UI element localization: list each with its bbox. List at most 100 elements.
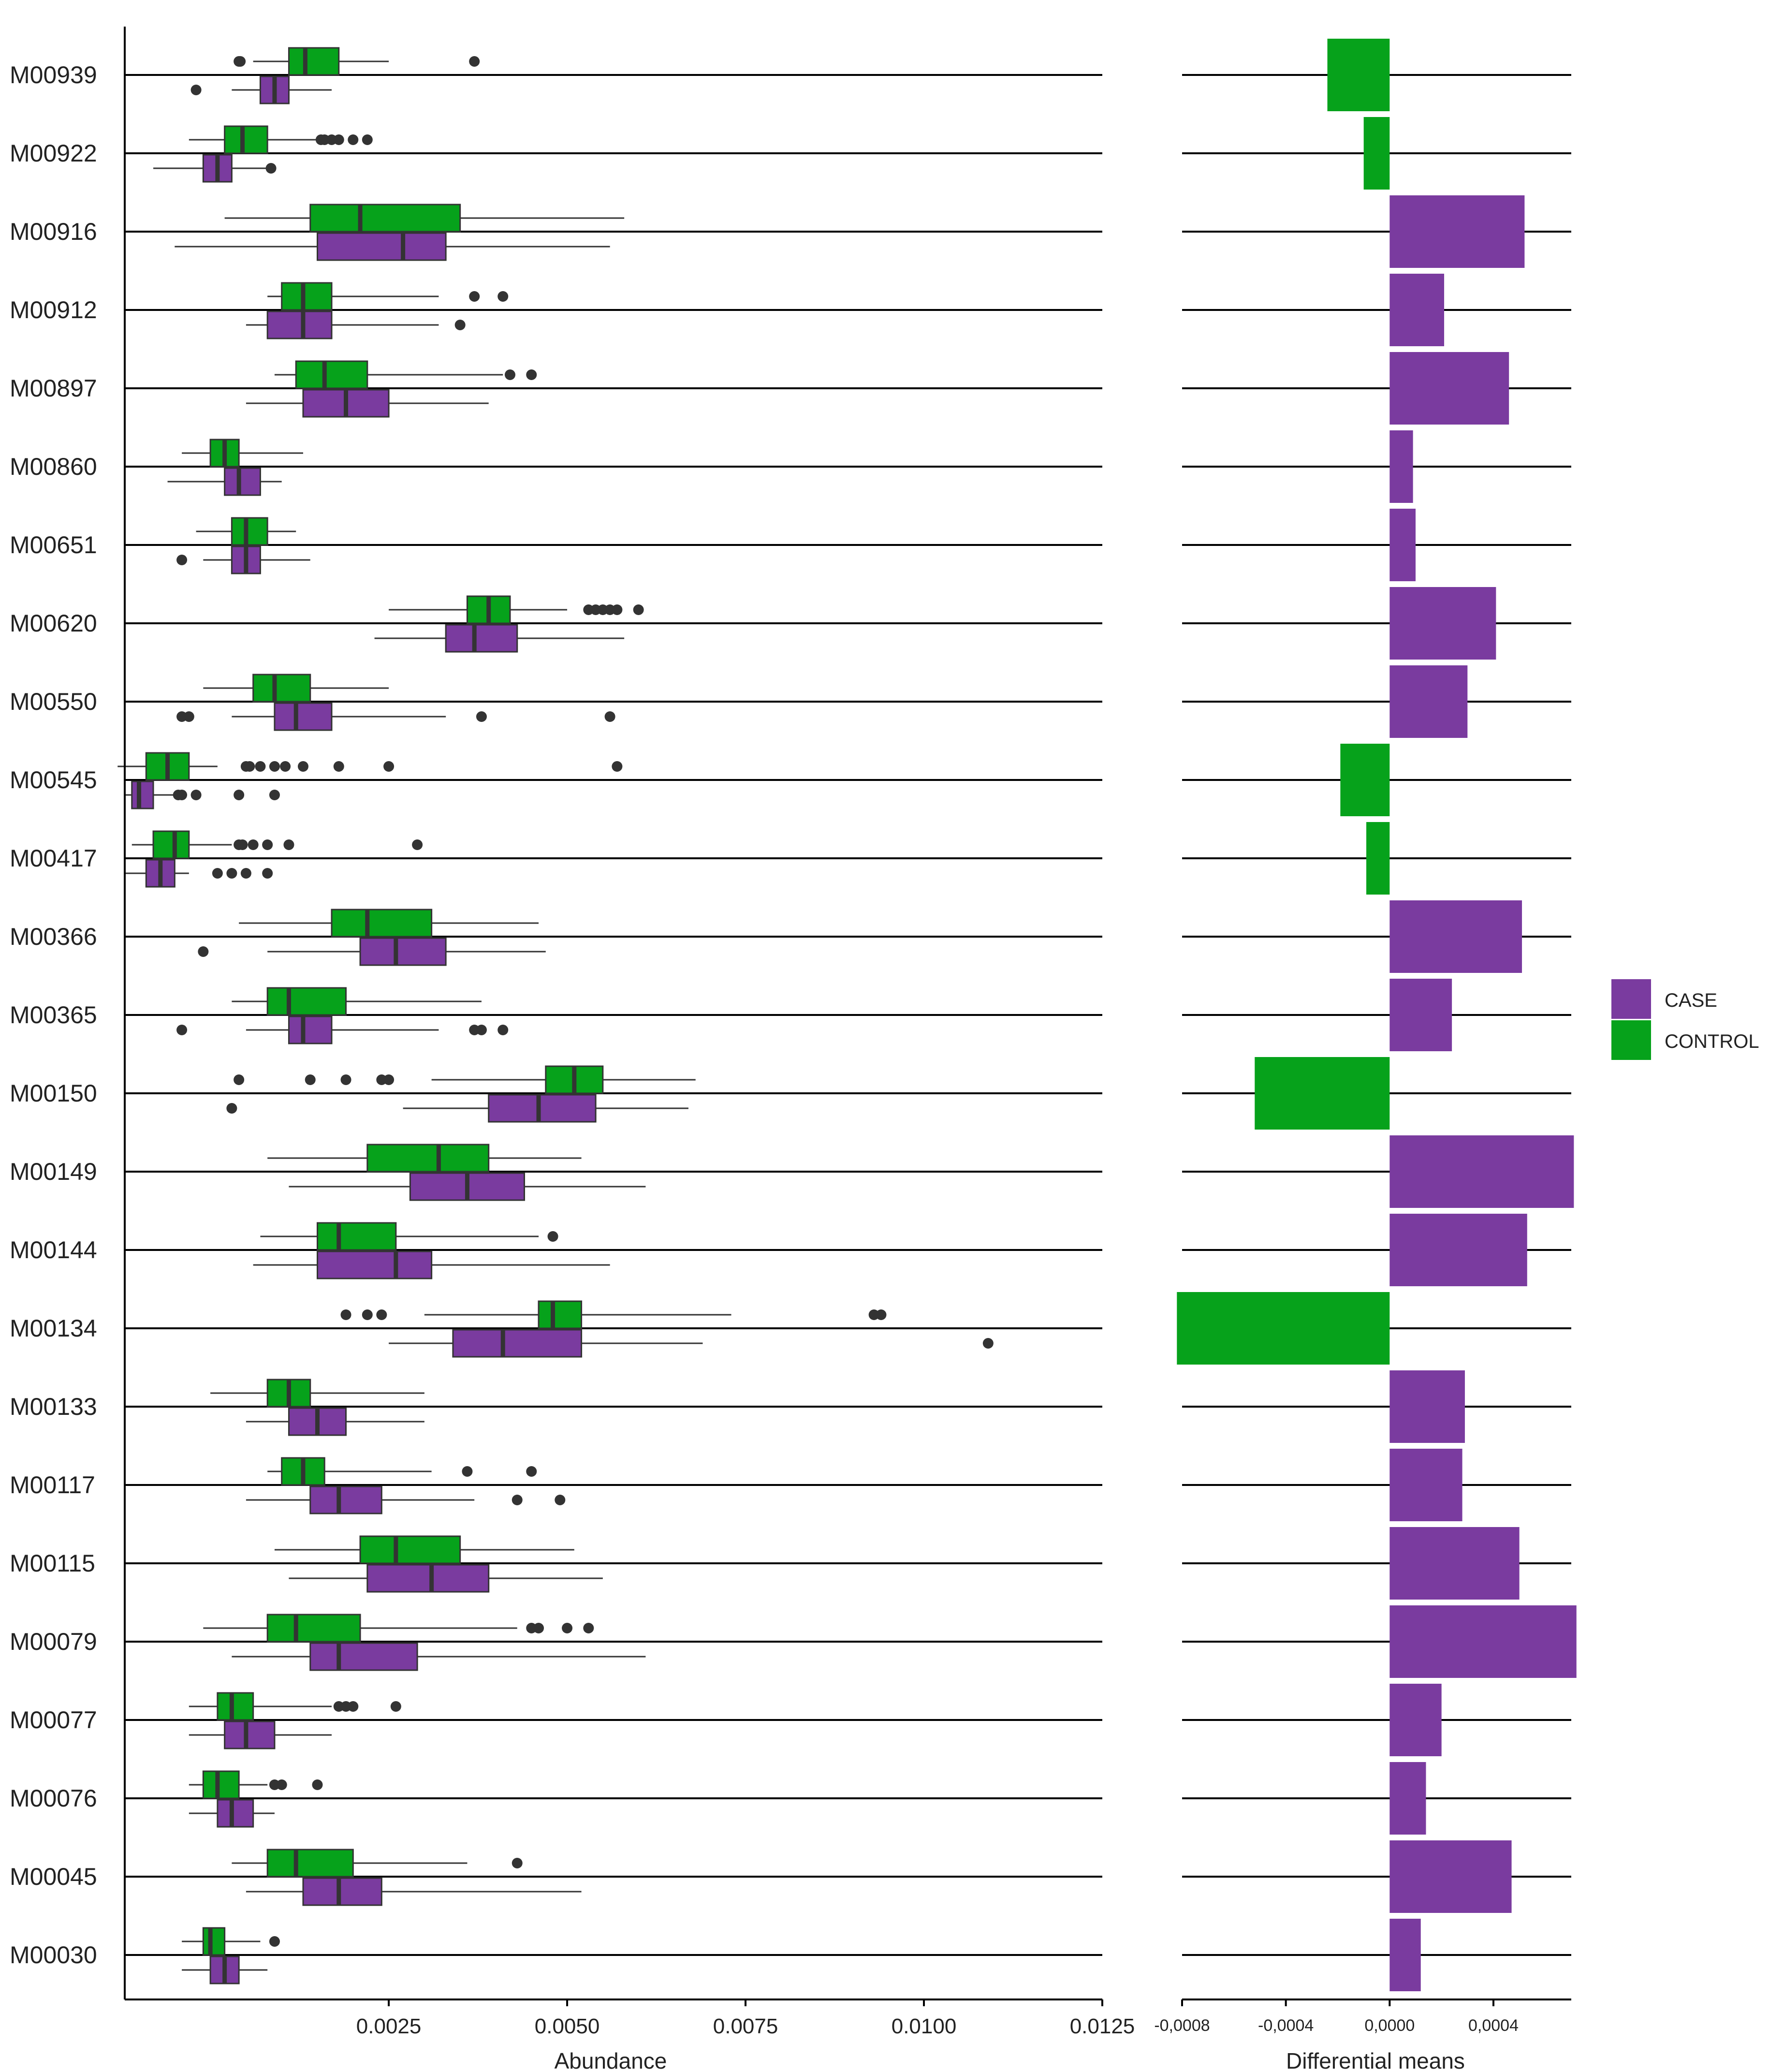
category-label: M00115 [10,1550,95,1577]
outlier-control [305,1074,316,1085]
category-label: M00620 [10,610,97,637]
box-control [224,125,268,154]
box-case [274,702,333,731]
outlier-control [333,761,344,772]
outlier-case [476,711,487,722]
category-label: M00545 [10,766,97,794]
box-control [331,909,433,938]
diffmeans-x-tick-label: 0,0000 [1364,2016,1415,2035]
outlier-control [876,1309,887,1320]
box-control [281,282,333,311]
outlier-control [255,761,266,772]
dm-bar-case [1389,274,1445,346]
dm-bar-case [1389,1135,1574,1208]
legend-key-control [1611,1020,1651,1060]
category-label: M00550 [10,688,97,715]
category-label: M00144 [10,1236,97,1264]
outlier-control [583,1623,594,1633]
outlier-case [265,163,277,174]
outlier-case [190,85,202,95]
dm-bar-control [1177,1292,1390,1365]
dm-bar-case [1389,1527,1520,1600]
outlier-control [348,1701,359,1712]
dm-bar-case [1389,900,1522,973]
outlier-control [547,1231,558,1242]
outlier-control [235,56,246,67]
box-control [266,987,347,1016]
dm-bar-case [1389,1370,1465,1443]
dm-bar-case [1389,1605,1577,1678]
box-case [316,1250,433,1279]
category-label: M00939 [10,61,97,88]
differential-means-panel: -0,0008 -0,0004 0,0000 0,0004 [1154,39,1577,2035]
category-label: M00860 [10,453,97,480]
box-control [217,1692,254,1721]
outlier-case [454,320,466,330]
dm-bar-case [1389,979,1452,1051]
outlier-control [504,369,515,380]
outlier-case [604,711,615,722]
outlier-case [269,790,280,800]
box-control [266,1849,354,1878]
category-label: M00133 [10,1393,97,1420]
outlier-control [533,1623,544,1633]
outlier-control [244,761,255,772]
outlier-control [362,1309,373,1320]
dm-bar-case [1389,509,1416,581]
legend-key-case [1611,979,1651,1019]
box-case [302,1877,382,1906]
box-case [359,937,447,966]
outlier-control [512,1858,523,1868]
box-control [288,47,340,76]
outlier-case [212,868,223,879]
box-case [266,310,333,339]
outlier-case [512,1495,523,1505]
boxplot-x-tick-label: 0.0125 [1070,2014,1135,2038]
outlier-control [340,1309,351,1320]
category-label: M00030 [10,1941,97,1969]
box-case [488,1094,597,1123]
legend-label-control: CONTROL [1665,1031,1759,1052]
category-label: M00149 [10,1158,97,1185]
category-label: M00045 [10,1863,97,1890]
dm-bar-case [1389,1449,1462,1521]
category-label: M00366 [10,923,97,950]
category-label: M00912 [10,296,97,323]
dm-bar-control [1327,39,1390,111]
category-labels: M00939 M00922 M00916 M00912 M00897 M00860 M006… [10,61,97,1969]
boxplot-x-axis-title: Abundance [555,2048,667,2072]
outlier-case [176,1025,188,1035]
outlier-control [633,604,644,615]
box-control [359,1535,461,1564]
dm-bar-case [1389,352,1509,425]
outlier-case [240,868,251,879]
outlier-control [234,1074,245,1085]
outlier-control [276,1779,287,1790]
boxplot-x-tick-label: 0.0100 [892,2014,957,2038]
outlier-control [562,1623,573,1633]
outlier-control [269,1936,280,1947]
category-label: M00079 [10,1628,97,1655]
diffmeans-x-axis-title: Differential means [1286,2048,1465,2072]
legend-label-case: CASE [1665,990,1717,1011]
outlier-control [376,1309,387,1320]
diffmeans-x-tick-label: 0,0004 [1468,2016,1519,2035]
dm-bar-case [1389,1684,1442,1756]
category-label: M00897 [10,375,97,402]
box-case [309,1642,418,1671]
dm-bar-control [1363,117,1390,190]
box-control [202,1927,226,1956]
outlier-case [555,1495,566,1505]
outlier-case [190,790,202,800]
box-case [217,1799,254,1828]
box-case [224,467,261,496]
outlier-case [262,868,273,879]
box-control [252,674,311,703]
boxplot-x-tick-label: 0.0025 [356,2014,422,2038]
dm-bar-case [1389,587,1496,660]
box-control [309,204,461,233]
dm-bar-case [1389,665,1468,738]
outlier-control [269,761,280,772]
outlier-control [462,1466,473,1477]
box-control [152,830,190,859]
